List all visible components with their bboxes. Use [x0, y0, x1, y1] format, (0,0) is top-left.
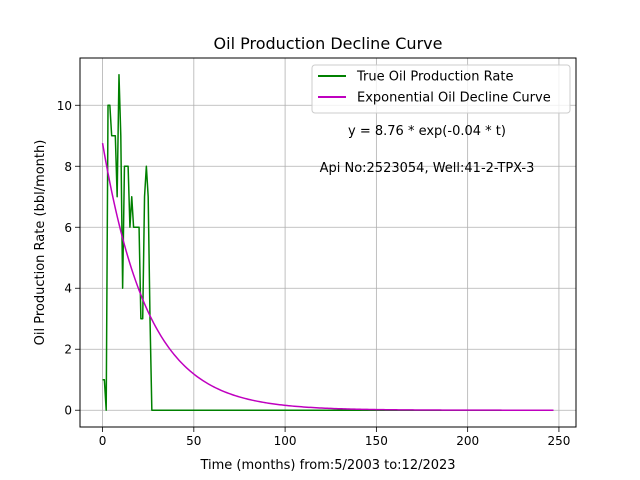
legend: True Oil Production Rate Exponential Oil…	[311, 64, 571, 114]
x-tick-label: 250	[547, 434, 570, 448]
x-tick-label: 0	[99, 434, 107, 448]
plot-lines	[101, 74, 554, 411]
axis-ticks: 0 50 100 150 200 250 0 2 4 6 8 10	[57, 99, 571, 448]
equation-annotation: y = 8.76 * exp(-0.04 * t)	[348, 124, 506, 139]
series-exponential-oil-decline-curve	[101, 142, 554, 411]
y-tick-label: 4	[64, 282, 72, 296]
y-tick-label: 0	[64, 404, 72, 418]
well-annotation: Api No:2523054, Well:41-2-TPX-3	[320, 161, 535, 176]
plot-area-frame	[79, 57, 577, 428]
y-axis-label: Oil Production Rate (bbl/month)	[33, 140, 48, 346]
x-tick-label: 100	[274, 434, 297, 448]
y-tick-label: 6	[64, 221, 72, 235]
y-tick-label: 8	[64, 160, 72, 174]
y-tick-label: 10	[57, 99, 72, 113]
legend-label-true-rate: True Oil Production Rate	[356, 70, 513, 85]
x-tick-label: 50	[186, 434, 201, 448]
chart-title: Oil Production Decline Curve	[214, 34, 443, 53]
legend-box	[311, 64, 571, 114]
y-tick-label: 2	[64, 343, 72, 357]
grid	[80, 58, 576, 427]
x-tick-label: 200	[456, 434, 479, 448]
legend-label-decline-curve: Exponential Oil Decline Curve	[357, 91, 551, 106]
x-axis-label: Time (months) from:5/2003 to:12/2023	[199, 458, 455, 473]
x-tick-label: 150	[365, 434, 388, 448]
series-true-oil-production-rate	[102, 74, 554, 411]
